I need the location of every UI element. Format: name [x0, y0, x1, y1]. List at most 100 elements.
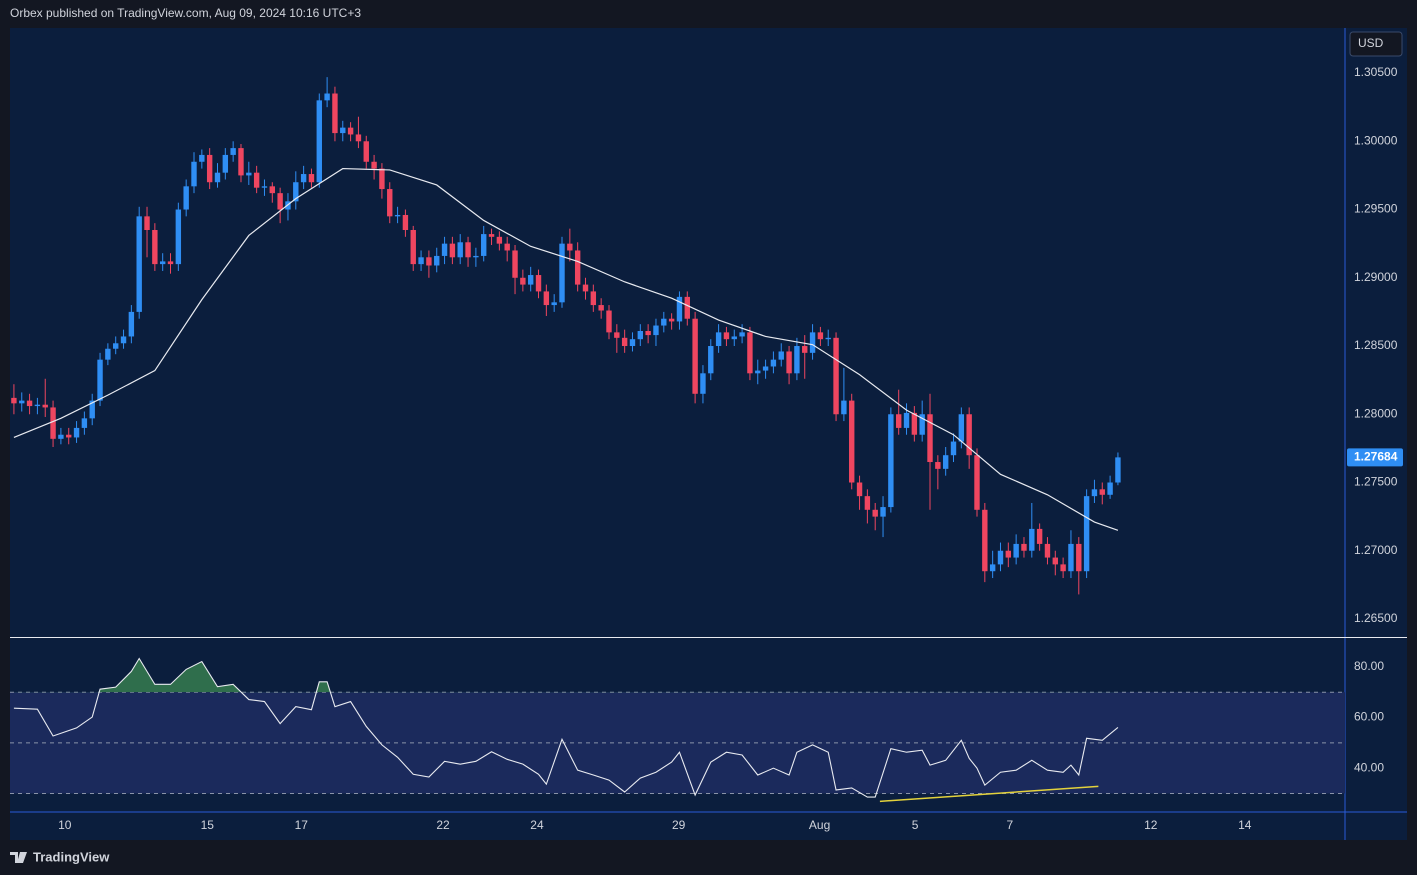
y-tick-label: 1.27500: [1354, 475, 1398, 489]
candle-body: [927, 414, 933, 463]
logo: TradingView: [10, 849, 110, 864]
currency-button[interactable]: [1349, 31, 1403, 57]
candle-body: [661, 318, 667, 326]
candle-body: [1091, 489, 1098, 497]
candle-body: [363, 141, 369, 162]
candle-body: [183, 186, 189, 210]
y-tick-label: 1.28500: [1354, 338, 1398, 352]
candle-body: [410, 229, 416, 265]
candle-body: [574, 250, 581, 285]
candle-body: [731, 336, 737, 340]
candle-body: [81, 418, 88, 428]
candle-body: [958, 414, 965, 442]
candle-body: [308, 174, 315, 183]
moving-average-line: [13, 167, 1119, 531]
y-tick-label: 1.26500: [1354, 611, 1398, 625]
candle-body: [19, 400, 25, 404]
candle-body: [872, 509, 878, 517]
candle-body: [58, 434, 64, 439]
candle-body: [473, 255, 479, 258]
x-tick-label: 22: [436, 818, 450, 832]
candle-body: [152, 229, 158, 265]
candle-body: [817, 332, 824, 340]
last-price-label: 1.27684: [1354, 450, 1398, 464]
candle-body: [128, 311, 135, 337]
candle-body: [402, 214, 409, 230]
chart-area: [10, 28, 1345, 812]
candle-body: [974, 455, 980, 510]
candle-body: [512, 250, 518, 278]
candle-body: [888, 414, 894, 508]
candle-body: [1107, 482, 1113, 495]
candle-body: [911, 412, 918, 435]
candle-body: [332, 93, 338, 134]
candle-body: [809, 332, 816, 353]
candle-body: [778, 351, 784, 360]
candle-body: [966, 414, 972, 456]
candle-body: [394, 214, 401, 217]
candle-body: [794, 346, 800, 374]
candle-body: [1029, 528, 1035, 551]
candle-body: [42, 404, 48, 408]
candle-body: [387, 189, 393, 217]
candle-body: [1099, 489, 1105, 495]
candle-body: [614, 332, 620, 338]
candle-body: [496, 236, 503, 244]
candle-body: [300, 174, 307, 183]
candle-body: [551, 302, 557, 306]
candle-body: [269, 186, 276, 194]
y-tick-label: 1.30500: [1354, 65, 1398, 79]
candle-body: [293, 182, 299, 202]
candle-body: [230, 148, 236, 155]
candle-body: [606, 310, 612, 333]
candle-body: [426, 257, 432, 266]
candle-body: [324, 93, 330, 101]
candle-body: [919, 414, 925, 435]
candle-body: [73, 427, 80, 438]
last-price-box: [1347, 448, 1403, 467]
price-axis-area: [1345, 28, 1407, 812]
candle-body: [214, 172, 221, 183]
y-tick-label: 1.27000: [1354, 543, 1398, 557]
candle-body: [379, 168, 385, 190]
candle-body: [434, 255, 440, 266]
candle-body: [770, 359, 777, 367]
candle-body: [238, 148, 244, 176]
candle-body: [880, 507, 886, 517]
candle-body: [692, 318, 698, 394]
y-tick-label: 60.00: [1354, 710, 1384, 724]
candle-body: [527, 275, 534, 285]
candle-body: [864, 496, 871, 510]
candle-body: [418, 257, 424, 265]
candle-body: [802, 346, 808, 353]
candle-body: [1083, 496, 1090, 572]
candle-body: [559, 243, 565, 303]
x-tick-label: 10: [58, 818, 72, 832]
candle-body: [50, 407, 56, 439]
candle-body: [113, 343, 119, 349]
y-tick-label: 1.28000: [1354, 406, 1398, 420]
candle-body: [175, 209, 182, 265]
candle-body: [841, 400, 847, 415]
candle-body: [89, 400, 95, 419]
candle-body: [982, 509, 988, 572]
candle-body: [997, 550, 1004, 565]
candle-body: [340, 127, 346, 134]
candle-body: [246, 172, 252, 176]
candle-body: [120, 336, 127, 344]
candle-body: [26, 400, 33, 407]
candle-body: [676, 296, 683, 322]
currency-label[interactable]: USD: [1358, 36, 1384, 50]
candle-body: [159, 261, 166, 265]
candle-body: [206, 154, 213, 183]
candle-body: [97, 359, 103, 401]
candle-body: [942, 455, 949, 469]
x-tick-label: 7: [1007, 818, 1014, 832]
candle-body: [488, 234, 495, 237]
candle-body: [645, 330, 651, 336]
candle-body: [629, 339, 636, 347]
price-pane: [11, 77, 1121, 595]
candle-body: [441, 243, 448, 256]
rsi-pane: [10, 657, 1345, 803]
logo-text: TradingView: [33, 849, 110, 864]
